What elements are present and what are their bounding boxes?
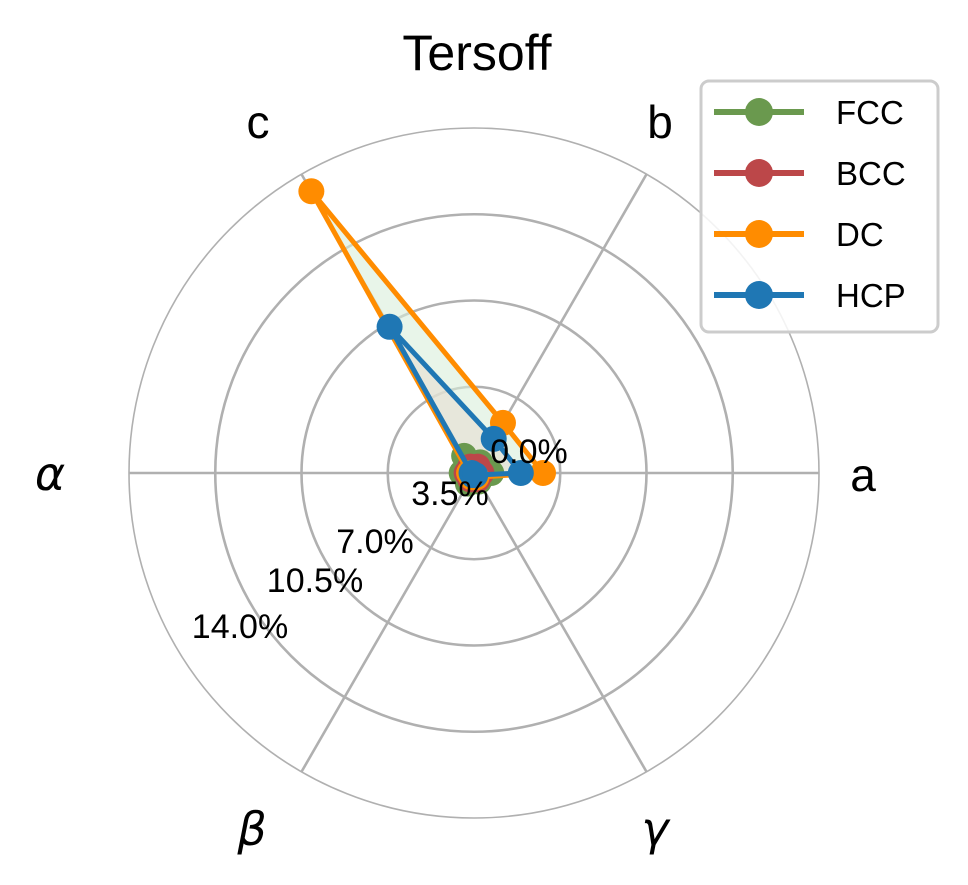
axis-label-c: c <box>247 96 270 148</box>
radial-tick-label: 7.0% <box>336 523 414 561</box>
legend-frame <box>699 79 940 334</box>
radial-tick-label: 3.5% <box>411 475 489 513</box>
series-hcp <box>376 313 534 489</box>
radial-tick-label: 0.0% <box>490 433 568 471</box>
legend-label: FCC <box>836 94 904 131</box>
grid-spoke <box>300 472 476 773</box>
axis-label-gamma: γ <box>641 802 671 856</box>
grid-spoke <box>472 472 648 773</box>
axis-labels: a b c α β γ <box>35 96 876 856</box>
legend-marker-icon <box>745 159 773 187</box>
legend-item-hcp: HCP <box>714 277 906 314</box>
radial-tick-labels: 0.0%3.5% 7.0%10.5% 14.0% <box>192 433 568 646</box>
axis-label-a: a <box>850 449 876 501</box>
legend: FCC BCC DC HCP <box>699 79 940 334</box>
radial-tick-label: 14.0% <box>192 608 288 646</box>
data-point-marker <box>480 425 507 452</box>
legend-item-dc: DC <box>714 216 884 253</box>
legend-item-fcc: FCC <box>714 94 904 131</box>
legend-marker-icon <box>745 281 773 309</box>
legend-label: DC <box>836 216 884 253</box>
series-layer <box>298 178 556 497</box>
axis-label-beta: β <box>236 802 266 856</box>
axis-label-alpha: α <box>35 447 65 501</box>
data-point-marker <box>507 460 534 486</box>
legend-label: BCC <box>836 155 906 192</box>
chart-title: Tersoff <box>402 25 551 81</box>
data-point-marker <box>298 178 325 205</box>
axis-label-b: b <box>647 96 673 148</box>
data-point-marker <box>462 462 489 489</box>
data-point-marker <box>376 313 403 340</box>
legend-marker-icon <box>745 220 773 248</box>
series-lines <box>298 178 556 497</box>
data-point-marker <box>530 460 556 486</box>
legend-marker-icon <box>745 98 773 126</box>
legend-item-bcc: BCC <box>714 155 906 192</box>
legend-label: HCP <box>836 277 906 314</box>
radial-tick-label: 10.5% <box>267 562 363 600</box>
